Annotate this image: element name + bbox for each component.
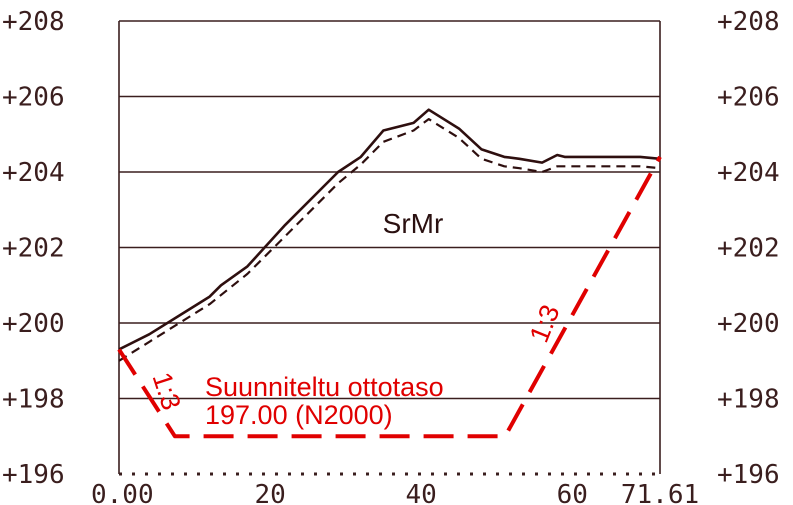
y-tick-label: +206 (717, 83, 780, 113)
y-tick-label: +208 (717, 7, 780, 37)
soil-label: SrMr (383, 208, 444, 239)
y-tick-label: +200 (717, 309, 780, 339)
ground-line-solid (118, 108, 661, 351)
y-tick-label: +202 (717, 234, 780, 264)
x-tick-label: 71.61 (621, 480, 699, 505)
x-tick-label: 60 (557, 480, 588, 505)
x-tick-label: 40 (406, 480, 437, 505)
grid (119, 20, 660, 400)
plan-level-label: 197.00 (N2000) (205, 400, 393, 430)
y-tick-label: +208 (2, 7, 65, 37)
plan-label: Suunniteltu ottotaso (205, 372, 444, 402)
y-tick-label: +200 (2, 309, 65, 339)
y-tick-label: +202 (2, 234, 65, 264)
series (117, 108, 662, 439)
y-tick-label: +206 (2, 83, 65, 113)
y-tick-label: +204 (717, 158, 780, 188)
plot-frame (118, 21, 661, 474)
slope-label-left: 1:3 (146, 369, 186, 414)
ground-line-dashed (118, 117, 661, 362)
y-tick-label: +198 (2, 385, 65, 415)
design-excavation-line (117, 155, 662, 439)
y-tick-label: +196 (717, 460, 780, 490)
x-tick-label: 0.00 (91, 480, 154, 505)
y-tick-label: +204 (2, 158, 65, 188)
y-axis-left: +196 +198 +200 +202 +204 +206 +208 (2, 7, 65, 490)
y-axis-right: +196 +198 +200 +202 +204 +206 +208 (717, 7, 780, 490)
y-tick-label: +198 (717, 385, 780, 415)
x-axis: 0.00 20 40 60 71.61 (91, 472, 699, 505)
y-tick-label: +196 (2, 460, 65, 490)
x-tick-label: 20 (254, 480, 285, 505)
